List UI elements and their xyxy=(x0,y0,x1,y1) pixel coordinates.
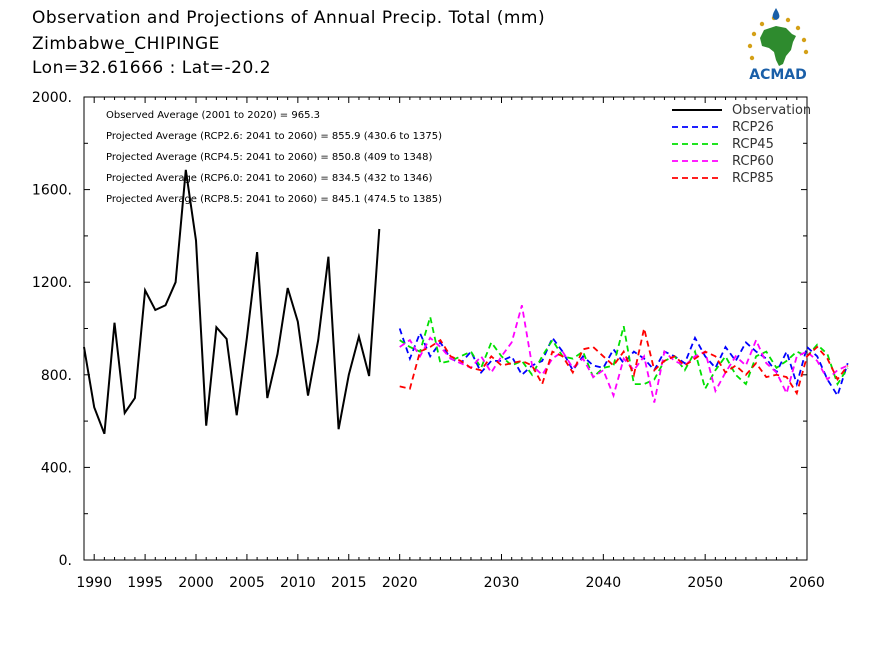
y-tick-label: 1200. xyxy=(32,275,72,291)
average-annotation: Observed Average (2001 to 2020) = 965.3 xyxy=(106,110,320,121)
acmad-logo: ACMAD xyxy=(736,6,820,86)
x-tick-label: 2010 xyxy=(280,575,316,591)
legend-label: RCP85 xyxy=(732,171,774,186)
legend-label: RCP45 xyxy=(732,137,774,152)
chart-coordinates: Lon=32.61666 : Lat=-20.2 xyxy=(32,58,272,78)
y-tick-label: 0. xyxy=(59,553,72,569)
chart-location: Zimbabwe_CHIPINGE xyxy=(32,34,220,54)
legend-label: RCP26 xyxy=(732,120,774,135)
x-tick-label: 1990 xyxy=(76,575,112,591)
x-tick-label: 2005 xyxy=(229,575,265,591)
series-line-rcp85 xyxy=(399,328,849,396)
y-tick-label: 400. xyxy=(41,460,72,476)
x-tick-label: 2040 xyxy=(586,575,622,591)
legend-label: RCP60 xyxy=(732,154,774,169)
y-tick-label: 1600. xyxy=(32,183,72,199)
average-annotation: Projected Average (RCP4.5: 2041 to 2060)… xyxy=(106,152,433,163)
legend-label: Observation xyxy=(732,103,811,118)
series-line-rcp26 xyxy=(398,328,849,398)
average-annotation: Projected Average (RCP8.5: 2041 to 2060)… xyxy=(106,194,442,205)
average-annotation: Projected Average (RCP2.6: 2041 to 2060)… xyxy=(106,131,442,142)
plot-frame xyxy=(83,96,808,561)
x-tick-label: 2060 xyxy=(789,575,825,591)
x-tick-label: 2050 xyxy=(687,575,723,591)
x-tick-label: 2000 xyxy=(178,575,214,591)
y-tick-label: 2000. xyxy=(32,90,72,106)
average-annotation: Projected Average (RCP6.0: 2041 to 2060)… xyxy=(106,173,433,184)
y-tick-label: 800. xyxy=(41,368,72,384)
series-line-observation xyxy=(83,169,381,435)
africa-map-icon: ACMAD xyxy=(747,8,809,83)
x-tick-label: 1995 xyxy=(127,575,163,591)
chart-title: Observation and Projections of Annual Pr… xyxy=(32,8,546,28)
x-tick-label: 2015 xyxy=(331,575,367,591)
x-tick-label: 2030 xyxy=(484,575,520,591)
series-line-rcp60 xyxy=(399,305,849,403)
series-line-rcp45 xyxy=(399,316,849,392)
x-tick-label: 2020 xyxy=(382,575,418,591)
acmad-logo-text: ACMAD xyxy=(749,67,807,83)
